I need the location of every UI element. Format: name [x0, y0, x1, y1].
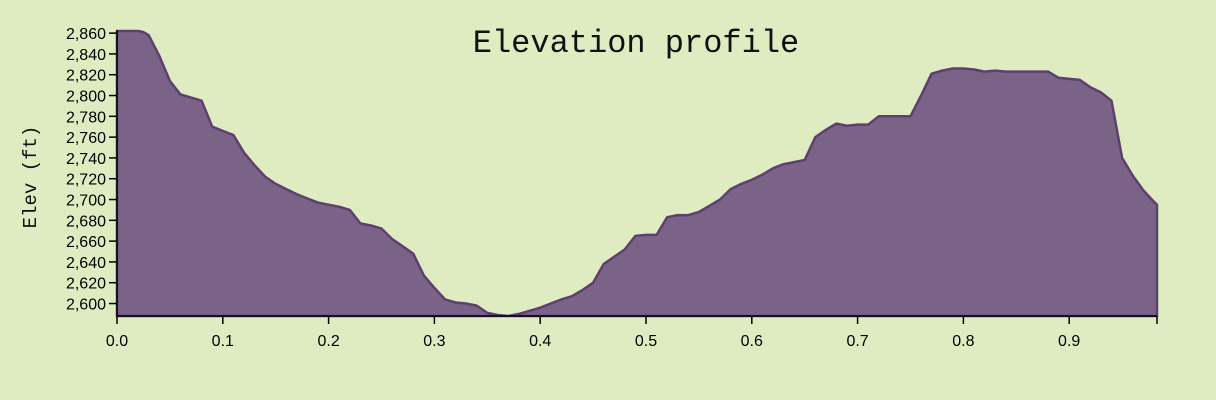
x-tick-label: 0.4 — [529, 333, 551, 350]
y-tick-label: 2,740 — [66, 151, 106, 168]
y-axis: 2,600 2,620 2,640 2,660 2,680 2,700 2,720 2,740… — [66, 26, 118, 316]
x-tick-label: 0.8 — [952, 333, 974, 350]
y-tick-label: 2,860 — [66, 26, 106, 43]
x-tick-label: 0.3 — [423, 333, 445, 350]
x-tick-label: 0.0 — [106, 333, 128, 350]
y-tick-label: 2,680 — [66, 213, 106, 230]
elevation-area — [115, 29, 1159, 318]
chart-title: Elevation profile — [473, 25, 799, 62]
x-axis: 0.0 0.1 0.2 0.3 0.4 0.5 0.6 0.7 0.8 0.9 — [106, 315, 1158, 350]
x-tick-label: 0.5 — [635, 333, 657, 350]
y-tick-label: 2,760 — [66, 130, 106, 147]
y-tick-label: 2,800 — [66, 89, 106, 106]
x-tick-label: 0.2 — [317, 333, 339, 350]
y-axis-label: Elev (ft) — [20, 126, 42, 229]
y-tick-label: 2,640 — [66, 255, 106, 272]
y-tick-label: 2,840 — [66, 47, 106, 64]
plot-area — [115, 29, 1159, 318]
y-tick-label: 2,620 — [66, 276, 106, 293]
y-tick-label: 2,820 — [66, 68, 106, 85]
x-tick-label: 0.9 — [1058, 333, 1080, 350]
y-tick-label: 2,660 — [66, 234, 106, 251]
x-tick-label: 0.1 — [212, 333, 234, 350]
y-tick-label: 2,600 — [66, 297, 106, 314]
x-tick-label: 0.7 — [846, 333, 868, 350]
x-tick-label: 0.6 — [741, 333, 763, 350]
y-tick-label: 2,700 — [66, 193, 106, 210]
y-tick-label: 2,780 — [66, 109, 106, 126]
y-tick-label: 2,720 — [66, 172, 106, 189]
